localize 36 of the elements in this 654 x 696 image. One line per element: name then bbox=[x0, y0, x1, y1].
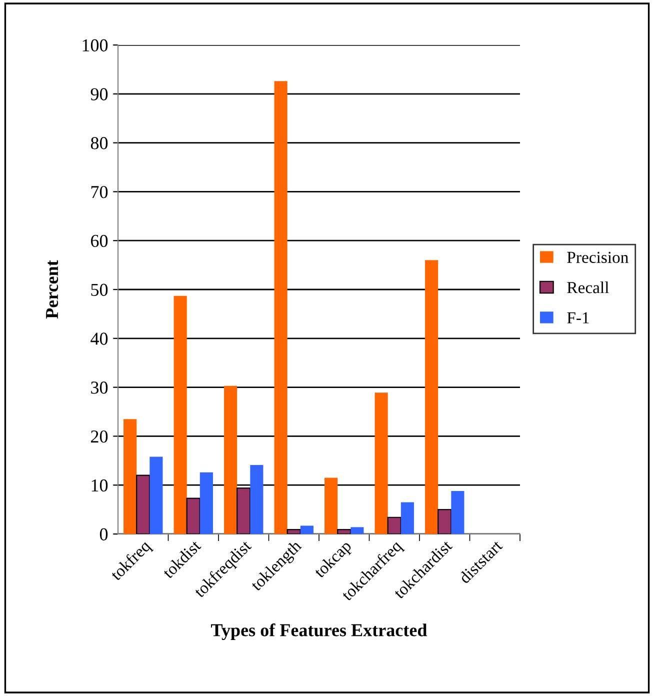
bar bbox=[438, 508, 452, 534]
y-tick-label: 80 bbox=[90, 137, 108, 150]
y-tick-label: 70 bbox=[91, 186, 108, 198]
bar bbox=[451, 490, 464, 534]
bar bbox=[387, 516, 402, 534]
y-tick-label: 100 bbox=[82, 39, 108, 52]
bar bbox=[425, 260, 438, 534]
y-tick-label: 30 bbox=[91, 382, 108, 394]
y-tick-label: 0 bbox=[100, 528, 108, 540]
bar bbox=[224, 386, 238, 534]
bar bbox=[124, 419, 137, 534]
bar bbox=[186, 498, 200, 534]
bar bbox=[374, 392, 388, 534]
bar bbox=[250, 465, 264, 534]
bar bbox=[400, 502, 414, 534]
x-axis-title: Types of Features Extracted bbox=[211, 623, 428, 640]
y-tick-label: 90 bbox=[90, 88, 108, 100]
bar bbox=[174, 296, 187, 534]
legend-label: Recall bbox=[567, 281, 609, 294]
bar bbox=[286, 529, 301, 534]
legend-label: F-1 bbox=[567, 312, 589, 324]
y-tick-label: 40 bbox=[90, 332, 108, 345]
bar bbox=[274, 81, 288, 534]
y-tick-label: 60 bbox=[91, 234, 108, 248]
bar bbox=[324, 478, 338, 534]
y-axis-title: Percent bbox=[46, 260, 58, 319]
bar bbox=[350, 527, 364, 534]
legend-label: Precision bbox=[567, 252, 628, 264]
bar bbox=[136, 474, 150, 534]
y-tick-label: 50 bbox=[91, 284, 108, 296]
bar bbox=[150, 456, 163, 534]
y-tick-label: 10 bbox=[92, 479, 108, 492]
bar bbox=[200, 472, 213, 534]
y-tick-label: 20 bbox=[91, 430, 108, 443]
bar bbox=[337, 529, 352, 534]
bar bbox=[300, 526, 314, 534]
